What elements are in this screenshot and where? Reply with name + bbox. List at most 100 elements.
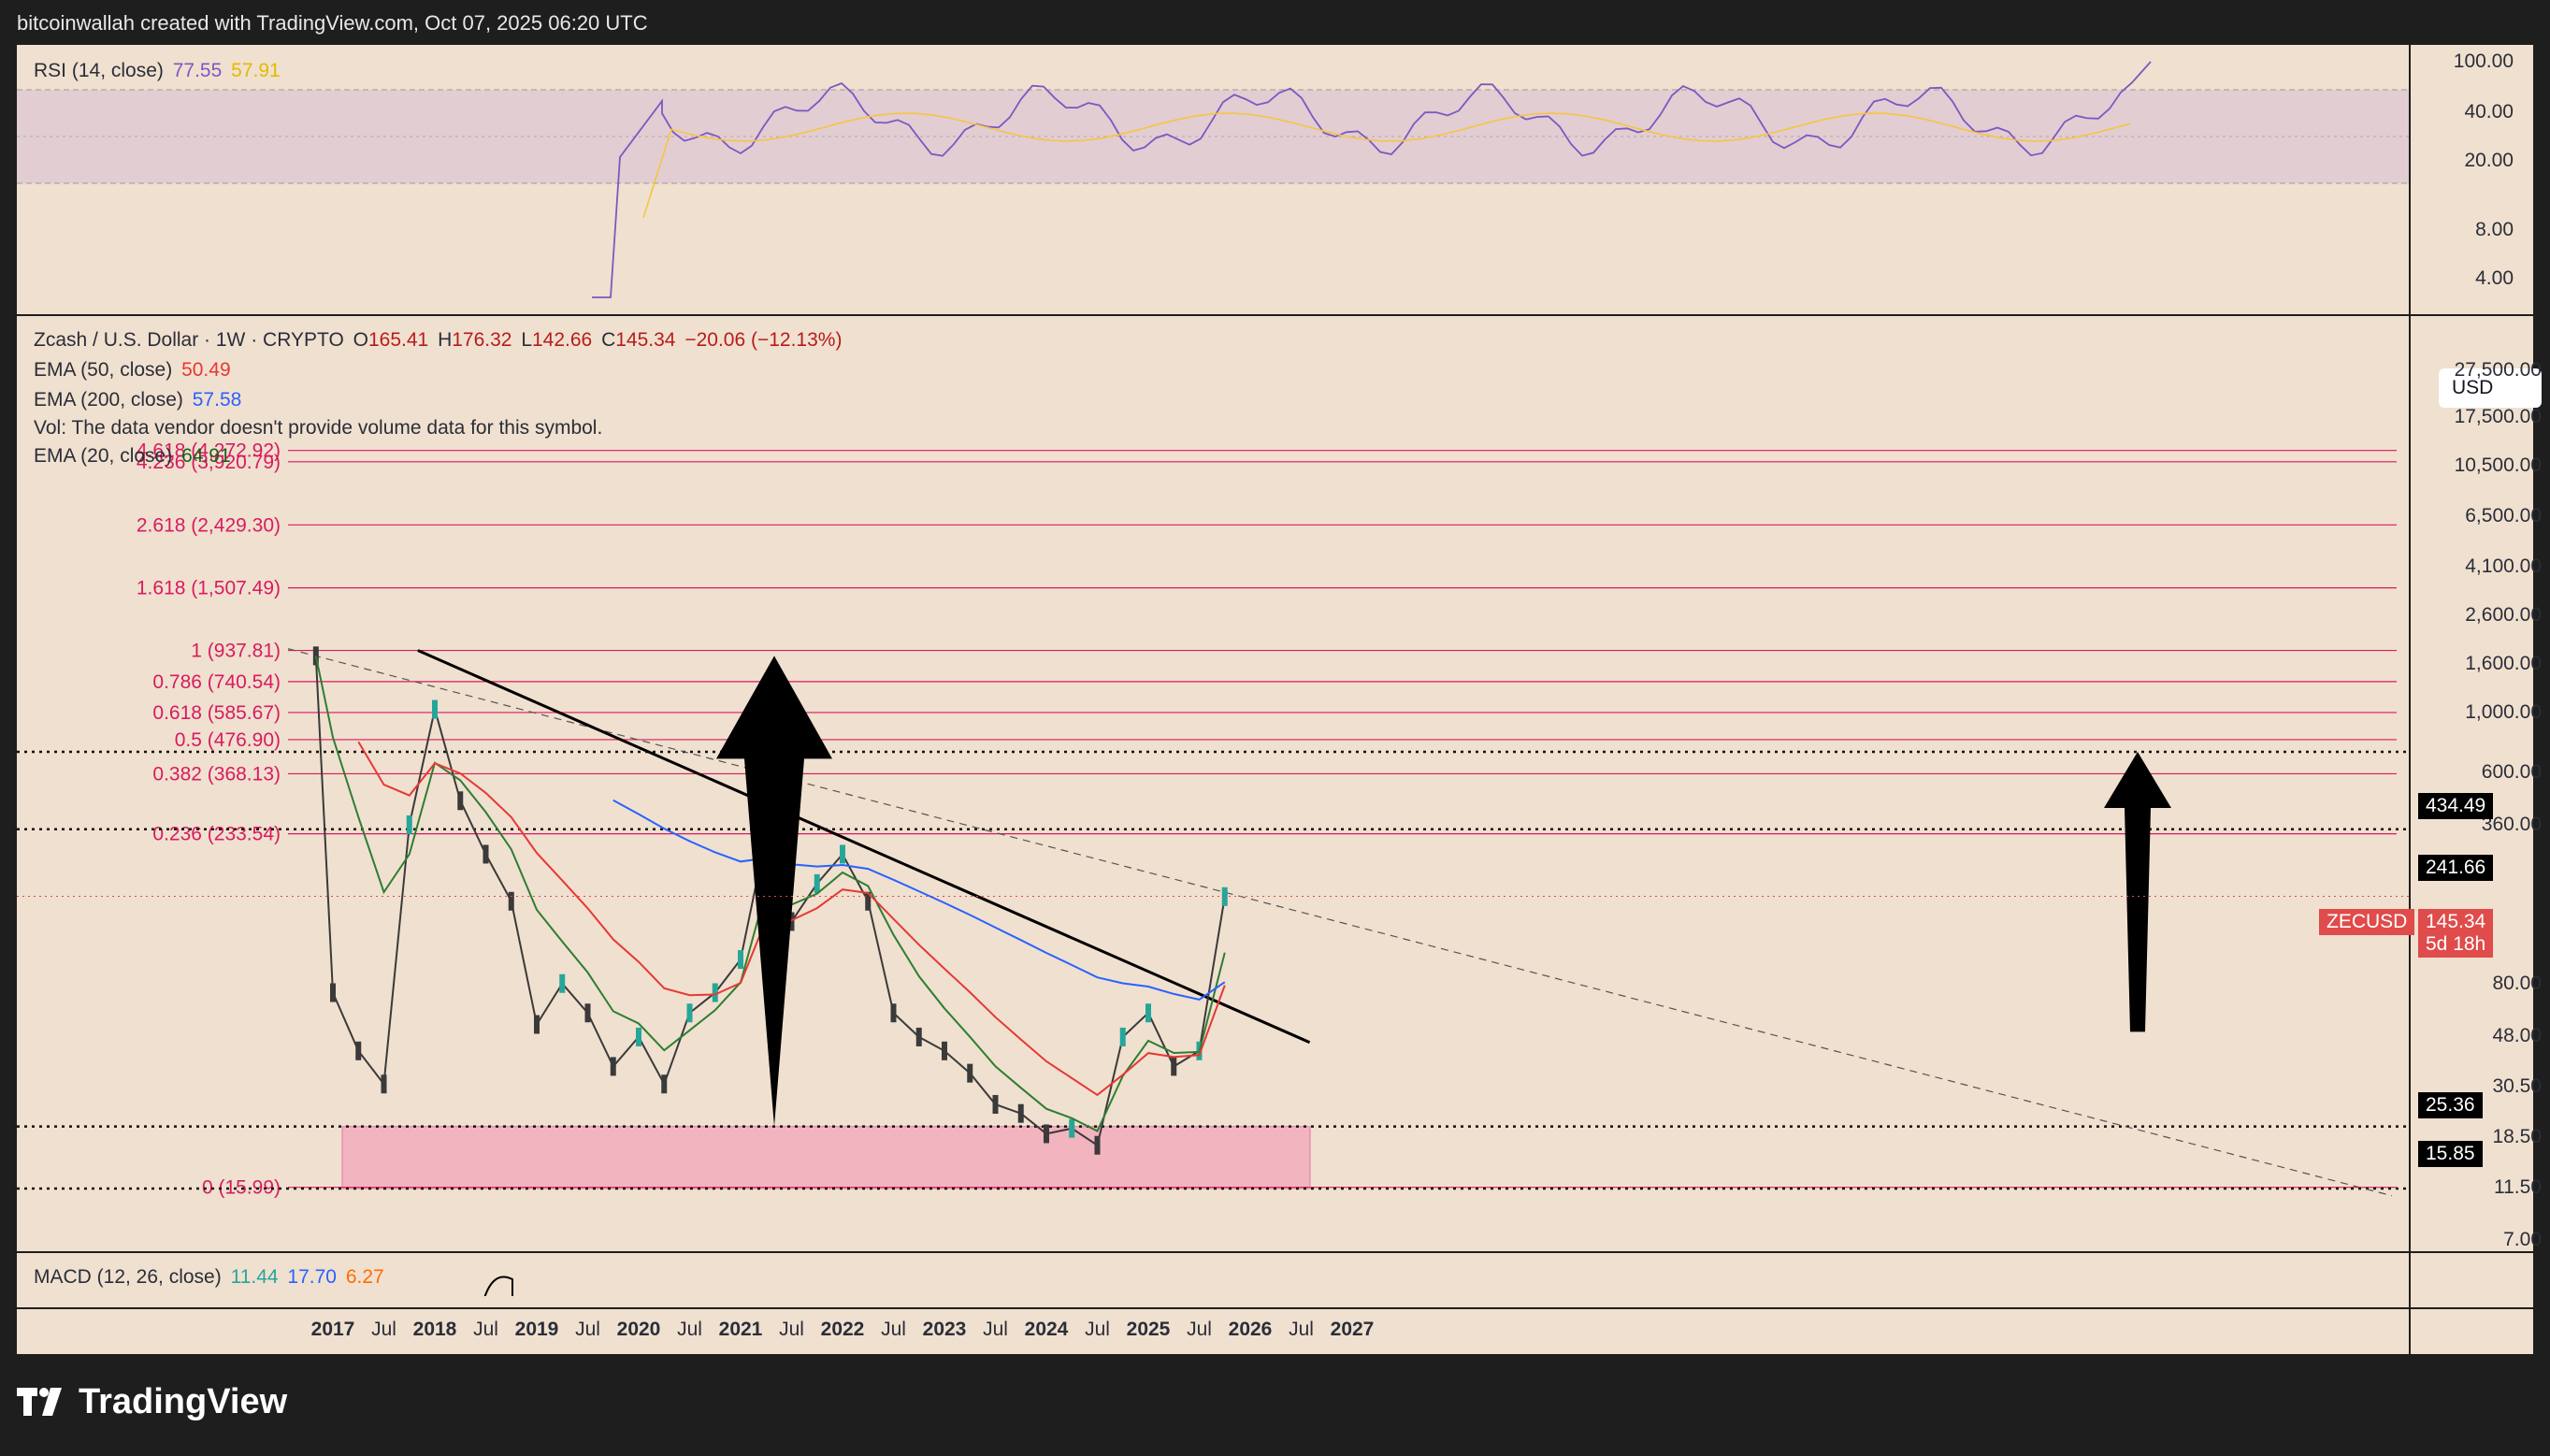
price-scale-label: 2,600.00 [2465, 604, 2542, 626]
macd-histogram-value: 6.27 [345, 1266, 384, 1288]
tradingview-logo[interactable]: TradingView [17, 1382, 287, 1422]
price-candle [788, 912, 795, 931]
rsi-ma-line [642, 112, 2131, 219]
time-axis-label: 2019 [514, 1319, 559, 1340]
rsi-plot[interactable] [17, 45, 2411, 314]
price-candle [1119, 1027, 1126, 1046]
price-candle [610, 1057, 616, 1076]
rsi-value: 77.55 [172, 60, 223, 81]
rsi-scale-label: 4.00 [2475, 267, 2514, 289]
rsi-scale-label: 100.00 [2453, 50, 2514, 72]
level-tag: 434.49 [2418, 793, 2494, 819]
low-label: L [521, 329, 532, 351]
indicator-label: Vol: The data vendor doesn't provide vol… [34, 417, 603, 439]
price-candle [992, 1094, 999, 1114]
price-candle [915, 1027, 922, 1046]
fib-level-label: 0.786 (740.54) [152, 671, 281, 693]
price-scale-divider[interactable] [2409, 45, 2411, 1354]
time-axis-label: 2020 [616, 1319, 661, 1340]
time-axis-label: 2024 [1024, 1319, 1069, 1340]
rsi-legend: RSI (14, close) 77.55 57.91 [30, 60, 281, 82]
indicator-ema50[interactable]: EMA (50, close) 50.49 [30, 359, 231, 382]
high-label: H [438, 329, 453, 351]
price-scale-label: 11.50 [2494, 1176, 2542, 1198]
time-axis-label: 2023 [922, 1319, 967, 1340]
time-axis-label: Jul [1187, 1319, 1212, 1340]
price-candle [381, 1074, 387, 1094]
fib-level-label: 2.618 (2,429.30) [137, 514, 281, 536]
price-candle [712, 983, 718, 1002]
indicator-label: EMA (50, close) [34, 359, 173, 381]
price-candle [661, 1074, 668, 1094]
price-candle [406, 814, 412, 834]
time-axis-label: Jul [371, 1319, 396, 1340]
fib-level-label: 0.618 (585.67) [152, 702, 281, 724]
price-candle [865, 891, 872, 911]
indicator-ema20[interactable]: EMA (20, close) 64.91 [30, 445, 231, 468]
chart-frame: RSI (14, close) 77.55 57.91 100.00 40.00… [17, 45, 2542, 1354]
chart-caption: bitcoinwallah created with TradingView.c… [17, 11, 648, 35]
time-axis-label: 2017 [310, 1319, 355, 1340]
time-axis-label: 2025 [1126, 1319, 1171, 1340]
price-candle [686, 1003, 693, 1023]
fib-level-label: 0.236 (233.54) [152, 824, 281, 845]
price-candle [508, 891, 514, 911]
open-value: 165.41 [367, 329, 429, 351]
macd-label: MACD (12, 26, close) [34, 1266, 222, 1288]
symbol-tag: ZECUSD [2327, 911, 2408, 932]
price-candle [330, 983, 336, 1002]
fib-level-label: 1 (937.81) [191, 641, 281, 662]
fib-level-label: 0.5 (476.90) [175, 729, 281, 751]
indicator-value: 57.58 [192, 389, 242, 411]
price-candle [1145, 1003, 1151, 1023]
price-candle [1094, 1135, 1101, 1155]
price-scale-label: 18.50 [2492, 1126, 2542, 1147]
price-candle [840, 844, 845, 864]
price-scale-label: 1,600.00 [2465, 653, 2542, 674]
price-candle [1017, 1103, 1024, 1123]
current-price: 145.34 [2426, 911, 2486, 932]
price-candle [559, 973, 566, 993]
high-value: 176.32 [452, 329, 512, 351]
fib-level-label: 0 (15.99) [202, 1177, 281, 1199]
price-candle [1171, 1057, 1177, 1076]
time-axis-label: Jul [677, 1319, 702, 1340]
macd-legend: MACD (12, 26, close) 11.44 17.70 6.27 [30, 1266, 384, 1289]
rsi-pane-divider[interactable] [17, 314, 2533, 316]
fib-level-label: 4.236 (3,920.79) [137, 452, 281, 473]
level-tag: 241.66 [2418, 855, 2494, 881]
price-candle [483, 844, 489, 864]
rsi-band [17, 90, 2411, 183]
price-scale-label: 27,500.00 [2454, 359, 2542, 381]
fib-level-label: 4.618 (4,272.92) [137, 440, 281, 462]
rsi-scale-label: 40.00 [2464, 101, 2514, 123]
rsi-line [592, 61, 2152, 298]
currency-label: USD [2452, 377, 2494, 398]
time-axis-label: Jul [983, 1319, 1008, 1340]
time-axis-label: Jul [473, 1319, 498, 1340]
indicator-volume[interactable]: Vol: The data vendor doesn't provide vol… [30, 417, 602, 440]
price-candle [432, 699, 438, 719]
time-axis-label: Jul [1085, 1319, 1110, 1340]
rsi-label: RSI (14, close) [34, 60, 164, 81]
time-axis-label: Jul [575, 1319, 600, 1340]
low-value: 142.66 [532, 329, 593, 351]
indicator-ema200[interactable]: EMA (200, close) 57.58 [30, 389, 241, 411]
price-candle [1069, 1118, 1075, 1138]
price-scale-label: 17,500.00 [2454, 406, 2542, 427]
currency-selector[interactable]: USD [2439, 368, 2542, 408]
indicator-label: EMA (200, close) [34, 389, 183, 411]
indicator-value: 64.91 [181, 445, 231, 467]
ema200-line [612, 799, 1226, 1001]
bar-countdown: 5d 18h [2426, 933, 2486, 955]
price-scale-label: 48.00 [2492, 1025, 2542, 1046]
price-countdown-tag: 145.34 5d 18h [2418, 909, 2494, 958]
time-axis-divider [17, 1307, 2533, 1309]
macd-pane-divider[interactable] [17, 1251, 2533, 1253]
descending-trendline [417, 649, 1311, 1045]
price-plot[interactable]: 4.618 (4,272.92)4.236 (3,920.79) 2.618 (2… [17, 316, 2411, 1296]
rsi-scale-label: 8.00 [2475, 219, 2514, 240]
price-candle [890, 1003, 897, 1023]
price-candle [534, 1015, 540, 1034]
price-scale-label: 4,100.00 [2465, 555, 2542, 577]
